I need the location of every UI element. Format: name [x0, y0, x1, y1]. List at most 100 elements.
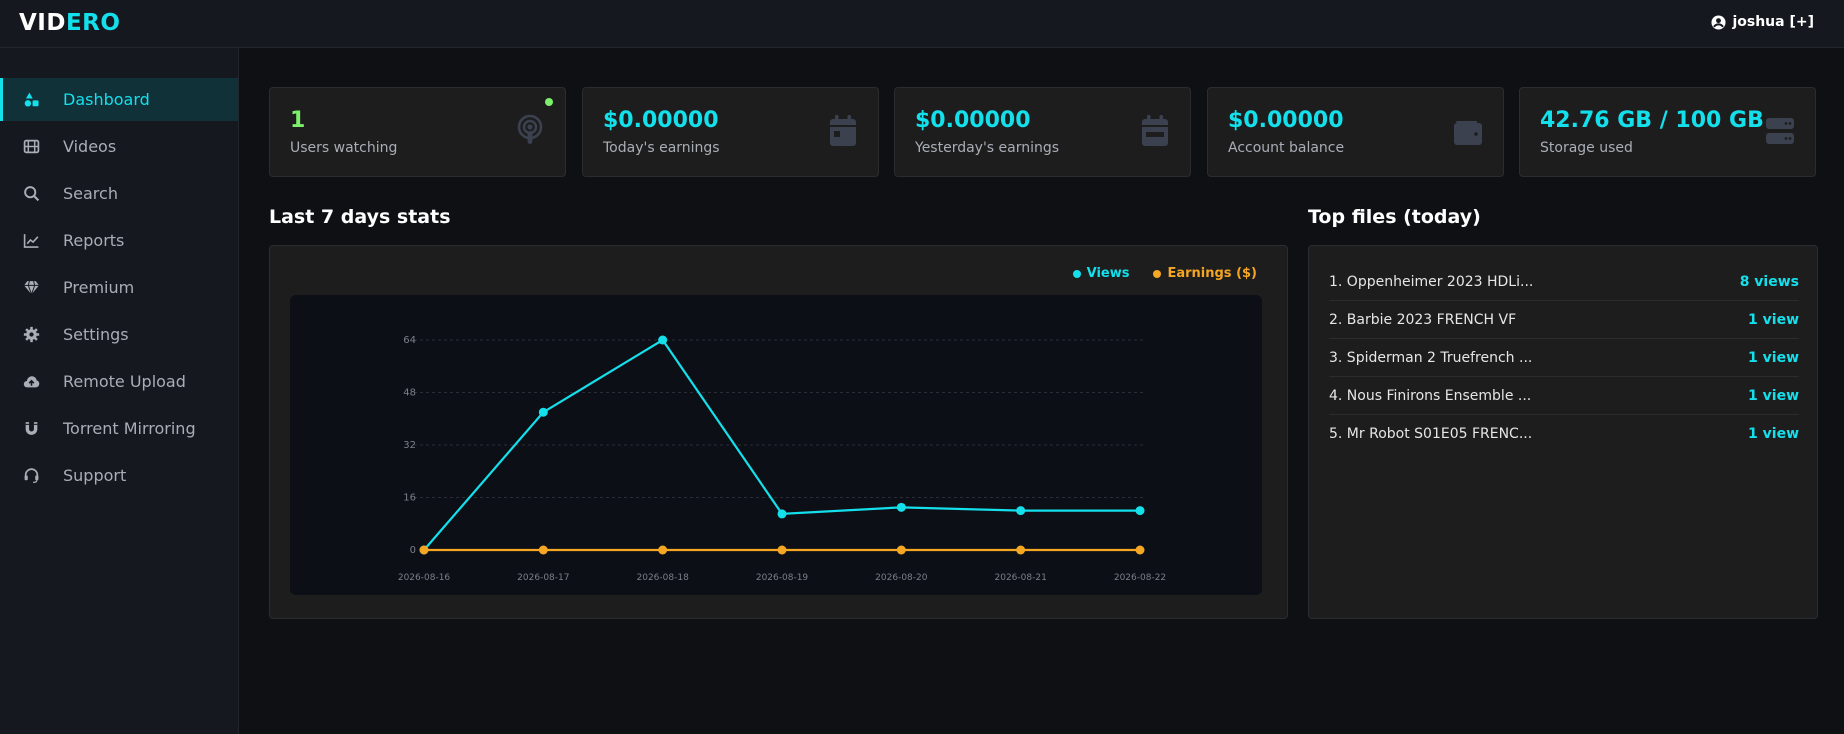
chart-legend: Views Earnings ($)	[1072, 266, 1257, 281]
magnet-icon	[22, 420, 40, 438]
stat-value: $0.00000	[915, 108, 1031, 133]
x-tick-label: 2026-08-22	[1114, 573, 1166, 583]
calendar-week-icon	[1142, 115, 1168, 146]
sidebar-item-label: Search	[63, 184, 118, 203]
logo-part-2: ERO	[65, 10, 121, 36]
top-files-title: Top files (today)	[1308, 206, 1481, 228]
y-tick-label: 32	[403, 440, 416, 451]
file-name: 4. Nous Finirons Ensemble ...	[1329, 387, 1532, 404]
data-point	[777, 509, 787, 519]
data-point	[1135, 545, 1145, 555]
sidebar-item-search[interactable]: Search	[0, 172, 238, 215]
stats-panel: Views Earnings ($) 0 16 32 48 64 2026-08-16 20…	[269, 245, 1288, 619]
sidebar-item-dashboard[interactable]: Dashboard	[0, 78, 238, 121]
legend-label-views: Views	[1086, 266, 1130, 281]
sidebar: Dashboard Videos Search Reports Premium …	[0, 48, 239, 734]
data-point	[896, 502, 906, 512]
shapes-icon	[22, 91, 40, 109]
stat-label: Storage used	[1540, 140, 1633, 156]
list-item[interactable]: 5. Mr Robot S01E05 FRENC... 1 view	[1329, 415, 1799, 453]
stat-card-storage-used: 42.76 GB / 100 GB Storage used	[1519, 87, 1816, 177]
logo-part-1: VID	[19, 10, 66, 36]
x-tick-label: 2026-08-18	[637, 573, 690, 583]
file-name: 2. Barbie 2023 FRENCH VF	[1329, 311, 1517, 328]
search-icon	[22, 185, 40, 203]
legend-swatch-earnings	[1153, 269, 1162, 278]
top-files-list: 1. Oppenheimer 2023 HDLi... 8 views 2. Ba…	[1329, 263, 1799, 453]
sidebar-item-support[interactable]: Support	[0, 454, 238, 497]
sidebar-item-reports[interactable]: Reports	[0, 219, 238, 262]
data-point	[419, 545, 429, 555]
data-point	[538, 545, 548, 555]
file-views: 1 view	[1748, 387, 1799, 404]
data-point	[1016, 506, 1026, 516]
data-point	[658, 545, 668, 555]
cloud-upload-icon	[22, 373, 40, 391]
chart-line-icon	[22, 232, 40, 250]
y-tick-label: 48	[403, 388, 416, 399]
legend-item-earnings[interactable]: Earnings ($)	[1153, 266, 1257, 281]
stat-value: $0.00000	[1228, 108, 1344, 133]
chart-svg: 0 16 32 48 64 2026-08-16 2026-08-17 2026-08-18 2…	[398, 335, 1166, 583]
headset-icon	[22, 467, 40, 485]
user-menu[interactable]: joshua [+]	[1711, 14, 1814, 30]
list-item[interactable]: 1. Oppenheimer 2023 HDLi... 8 views	[1329, 263, 1799, 301]
line-chart: 0 16 32 48 64 2026-08-16 2026-08-17 2026-08-18 2…	[290, 295, 1262, 595]
sidebar-item-label: Videos	[63, 137, 117, 156]
x-tick-label: 2026-08-21	[995, 573, 1047, 583]
sidebar-item-videos[interactable]: Videos	[0, 125, 238, 168]
file-views: 1 view	[1748, 311, 1799, 328]
stat-card-yesterdays-earnings: $0.00000 Yesterday's earnings	[894, 87, 1191, 177]
list-item[interactable]: 2. Barbie 2023 FRENCH VF 1 view	[1329, 301, 1799, 339]
list-item[interactable]: 4. Nous Finirons Ensemble ... 1 view	[1329, 377, 1799, 415]
logo[interactable]: VIDERO	[19, 10, 120, 36]
stat-label: Yesterday's earnings	[915, 140, 1060, 156]
data-point	[777, 545, 787, 555]
sidebar-item-label: Reports	[63, 231, 125, 250]
wallet-icon	[1454, 121, 1482, 145]
online-indicator	[545, 98, 553, 106]
stat-label: Users watching	[290, 140, 398, 156]
sidebar-item-remote-upload[interactable]: Remote Upload	[0, 360, 238, 403]
x-tick-label: 2026-08-20	[875, 573, 928, 583]
stat-card-account-balance: $0.00000 Account balance	[1207, 87, 1504, 177]
sidebar-item-torrent-mirroring[interactable]: Torrent Mirroring	[0, 407, 238, 450]
legend-label-earnings: Earnings ($)	[1167, 266, 1257, 281]
sidebar-item-label: Settings	[63, 325, 129, 344]
file-name: 3. Spiderman 2 Truefrench ...	[1329, 349, 1533, 366]
data-point	[896, 545, 906, 555]
y-tick-label: 16	[403, 493, 416, 504]
x-tick-label: 2026-08-17	[517, 573, 569, 583]
stat-label: Today's earnings	[603, 140, 720, 156]
y-tick-label: 64	[403, 335, 416, 346]
sidebar-item-label: Premium	[63, 278, 135, 297]
stats-title: Last 7 days stats	[269, 206, 451, 228]
podcast-icon	[517, 114, 543, 144]
stat-card-users-watching: 1 Users watching	[269, 87, 566, 177]
gem-icon	[22, 279, 40, 297]
stat-label: Account balance	[1228, 140, 1345, 156]
file-views: 8 views	[1739, 273, 1799, 290]
data-point	[1016, 545, 1026, 555]
legend-item-views[interactable]: Views	[1072, 266, 1130, 281]
calendar-day-icon	[830, 115, 856, 146]
file-name: 5. Mr Robot S01E05 FRENC...	[1329, 426, 1533, 442]
top-files-panel: 1. Oppenheimer 2023 HDLi... 8 views 2. Ba…	[1308, 245, 1818, 619]
list-item[interactable]: 3. Spiderman 2 Truefrench ... 1 view	[1329, 339, 1799, 377]
stat-card-todays-earnings: $0.00000 Today's earnings	[582, 87, 879, 177]
file-views: 1 view	[1748, 426, 1799, 442]
user-circle-icon	[1711, 14, 1726, 30]
data-point	[538, 407, 548, 417]
film-icon	[22, 138, 40, 156]
file-name: 1. Oppenheimer 2023 HDLi...	[1329, 273, 1534, 290]
sidebar-item-premium[interactable]: Premium	[0, 266, 238, 309]
user-label: joshua [+]	[1732, 14, 1814, 30]
x-tick-label: 2026-08-16	[398, 573, 451, 583]
top-bar: VIDERO joshua [+]	[0, 0, 1844, 48]
legend-swatch-views	[1072, 269, 1081, 278]
sidebar-item-settings[interactable]: Settings	[0, 313, 238, 356]
stat-value: 1	[290, 108, 306, 133]
sidebar-item-label: Dashboard	[63, 90, 150, 109]
stat-value: 42.76 GB / 100 GB	[1540, 108, 1764, 133]
data-point	[658, 335, 668, 345]
